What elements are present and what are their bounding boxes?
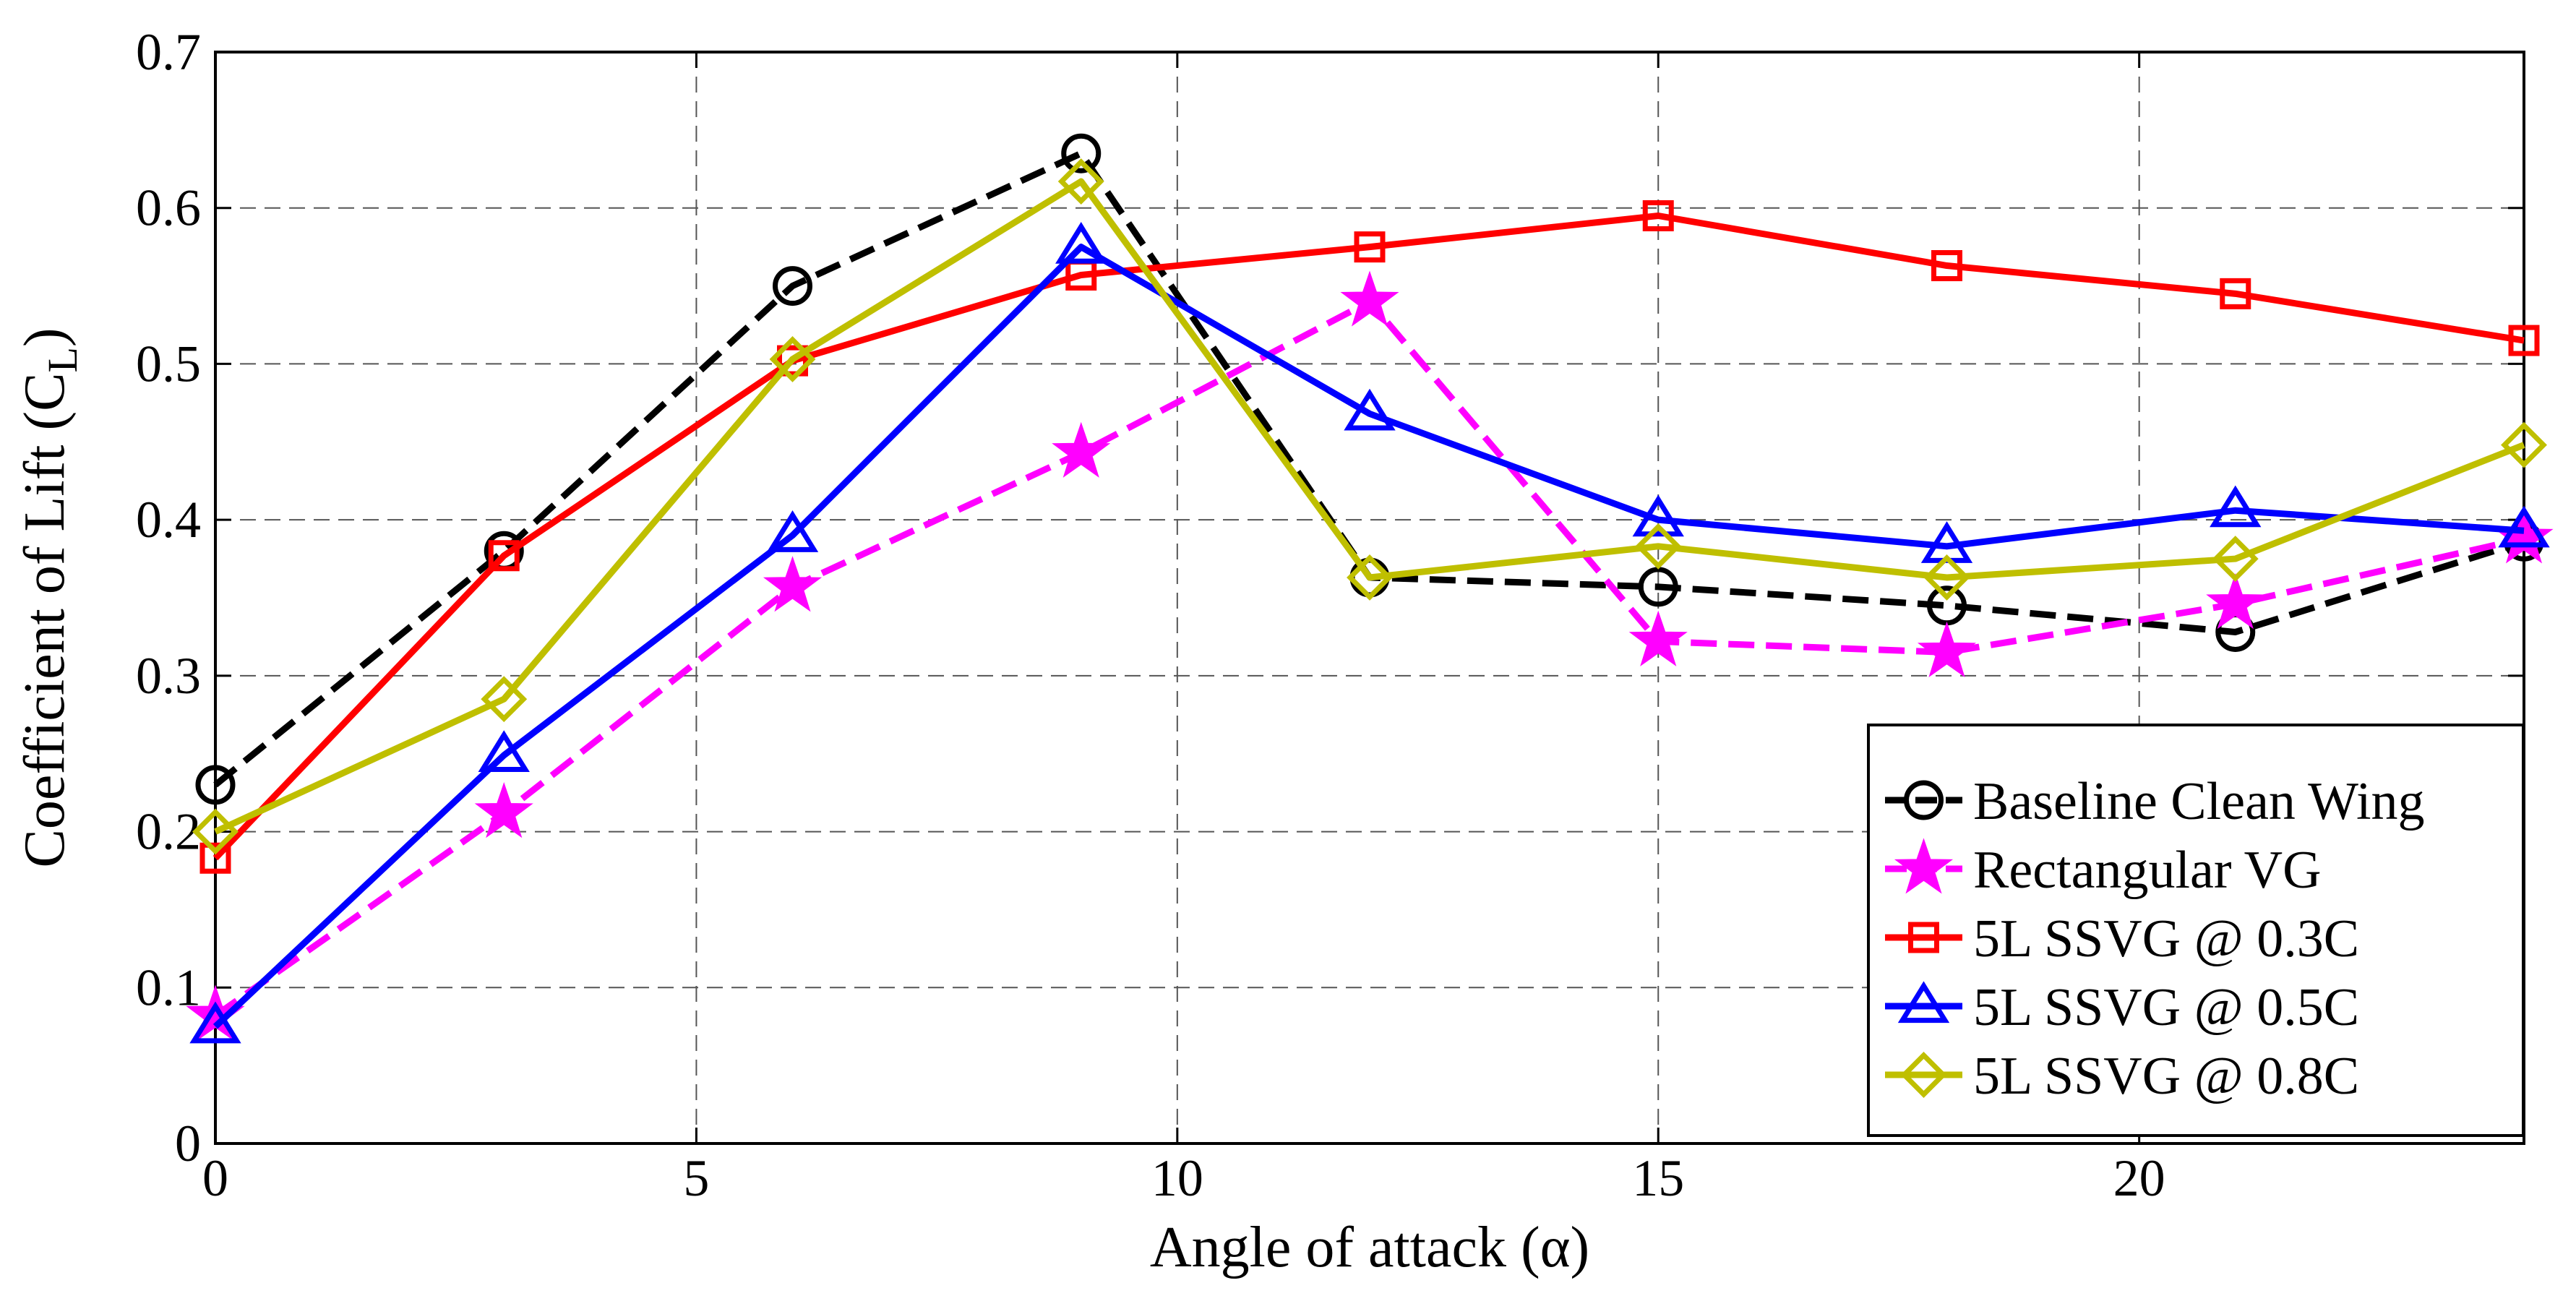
legend-marker	[1897, 981, 1950, 1024]
legend-item: Rectangular VG	[1885, 838, 2322, 900]
y-tick-label: 0	[175, 1115, 201, 1172]
data-point	[766, 510, 819, 552]
data-point	[1347, 554, 1393, 601]
series-5	[192, 158, 2547, 855]
data-point	[1642, 200, 1674, 231]
data-point	[2212, 536, 2259, 583]
data-point	[1635, 523, 1682, 570]
series-3	[199, 200, 2540, 874]
data-point	[1340, 270, 1399, 327]
legend-label: 5L SSVG @ 0.5C	[1973, 978, 2359, 1037]
x-tick-label: 0	[202, 1149, 228, 1207]
data-point	[2220, 278, 2251, 309]
legend-item: 5L SSVG @ 0.5C	[1885, 978, 2359, 1037]
legend-item: 5L SSVG @ 0.8C	[1885, 1047, 2359, 1106]
legend-marker	[1894, 838, 1954, 894]
data-point	[478, 730, 530, 772]
legend: Baseline Clean Wing Rectangular VG 5L SSVG…	[1867, 724, 2525, 1137]
x-tick-label: 15	[1632, 1149, 1684, 1207]
data-point	[1354, 231, 1386, 263]
data-point	[2498, 505, 2550, 548]
data-point	[481, 676, 528, 723]
legend-label: 5L SSVG @ 0.8C	[1973, 1047, 2359, 1106]
legend-box	[1867, 724, 2525, 1137]
data-point	[192, 808, 239, 855]
y-tick-label: 0.5	[136, 335, 201, 392]
data-point	[1061, 133, 1102, 173]
data-point	[2508, 325, 2540, 356]
x-tick-label: 10	[1151, 1149, 1203, 1207]
data-point	[1632, 494, 1684, 537]
series-group	[186, 133, 2554, 1044]
data-point	[199, 842, 231, 874]
x-tick-label: 20	[2113, 1149, 2165, 1207]
data-point	[1052, 421, 1111, 478]
legend-marker	[1904, 780, 1944, 820]
data-point	[1344, 388, 1396, 431]
data-point	[773, 266, 812, 306]
y-axis-title-main: Coefficient of Lift (C	[13, 373, 77, 868]
legend-label: Rectangular VG	[1973, 841, 2322, 900]
data-point	[1628, 610, 1688, 666]
data-point	[1923, 554, 1970, 601]
y-tick-label: 0.4	[136, 491, 201, 549]
legend-label: Baseline Clean Wing	[1973, 772, 2425, 831]
data-point	[763, 556, 823, 612]
data-point	[1057, 158, 1104, 205]
series-2	[186, 270, 2554, 1041]
legend-item: Baseline Clean Wing	[1885, 772, 2425, 831]
data-point	[1055, 221, 1107, 264]
data-point	[2210, 485, 2262, 528]
data-point	[189, 1001, 241, 1044]
x-tick-label: 5	[683, 1149, 709, 1207]
data-point	[1638, 567, 1678, 607]
legend-label: 5L SSVG @ 0.3C	[1973, 909, 2359, 969]
y-tick-label: 0.2	[136, 803, 201, 861]
data-point	[1917, 621, 1977, 678]
data-point	[777, 345, 808, 377]
y-axis-title: Coefficient of Lift (CL)	[13, 327, 86, 867]
legend-marker	[1908, 922, 1939, 953]
y-tick-label: 0.3	[136, 647, 201, 705]
legend-item: 5L SSVG @ 0.3C	[1885, 909, 2359, 969]
y-axis-title-close: )	[13, 327, 77, 347]
legend-marker	[1900, 1052, 1947, 1098]
y-tick-label: 0.7	[136, 23, 201, 81]
y-axis-title-subscript: L	[39, 347, 86, 372]
data-point	[488, 540, 520, 572]
x-axis-title: Angle of attack (α)	[1150, 1216, 1589, 1279]
data-point	[769, 336, 816, 382]
data-point	[474, 782, 533, 838]
series-line	[214, 178, 2525, 835]
series-line	[212, 244, 2525, 1029]
series-4	[189, 221, 2550, 1044]
y-tick-label: 0.6	[136, 179, 201, 237]
plot-area-frame	[214, 51, 2525, 1145]
data-point	[195, 765, 236, 805]
data-point	[1931, 250, 1962, 282]
series-line	[212, 213, 2525, 861]
data-point	[2501, 421, 2547, 468]
data-point	[2206, 572, 2265, 630]
